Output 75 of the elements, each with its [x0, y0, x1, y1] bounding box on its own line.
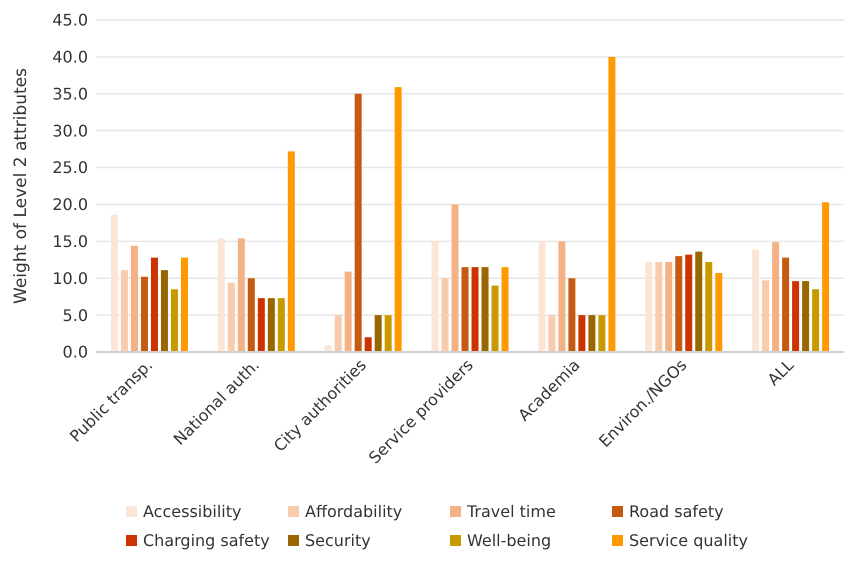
legend-label: Travel time: [467, 502, 556, 521]
legend-label: Accessibility: [143, 502, 242, 521]
bar: [538, 241, 546, 352]
bar: [140, 276, 148, 352]
bar: [608, 56, 616, 352]
bar: [374, 315, 382, 352]
bar: [288, 151, 295, 352]
bar: [715, 273, 722, 352]
y-tick-label: 15.0: [52, 232, 88, 252]
bar: [665, 262, 672, 352]
bar: [695, 252, 702, 352]
bar: [548, 315, 556, 352]
bar: [598, 315, 606, 352]
bar: [822, 202, 830, 352]
bar: [705, 262, 712, 352]
y-tick-label: 5.0: [62, 306, 88, 325]
bar: [588, 315, 596, 352]
bar: [792, 281, 800, 352]
bar: [685, 254, 692, 352]
y-tick-label: 30.0: [52, 121, 88, 140]
bar: [452, 204, 459, 352]
y-tick-label: 40.0: [52, 48, 88, 67]
legend-label: Affordability: [305, 502, 402, 521]
bar: [502, 267, 509, 352]
bar: [812, 289, 820, 352]
y-tick-label: 10.0: [52, 268, 88, 288]
bar: [228, 282, 235, 352]
y-tick-label: 35.0: [52, 84, 88, 104]
bar: [130, 246, 138, 352]
bar: [752, 249, 760, 352]
bar: [492, 286, 499, 352]
bar: [802, 281, 810, 352]
bar: [442, 278, 449, 352]
bar: [578, 315, 586, 352]
bar: [558, 241, 566, 352]
legend-label: Charging safety: [143, 531, 270, 550]
bar: [268, 298, 275, 352]
bar: [258, 298, 265, 352]
legend-label: Well-being: [467, 531, 552, 550]
bar: [568, 278, 576, 352]
bar: [248, 278, 255, 352]
bar: [645, 262, 652, 352]
bar: [180, 258, 188, 352]
y-tick-label: 45.0: [52, 10, 88, 30]
y-tick-label: 25.0: [52, 158, 88, 178]
bar: [384, 315, 392, 352]
bar: [238, 238, 245, 352]
bar: [482, 267, 489, 352]
bar: [110, 214, 118, 352]
bar: [394, 87, 402, 352]
bar: [655, 262, 662, 352]
y-axis-title: Weight of Level 2 attributes: [11, 68, 32, 304]
bar: [150, 258, 158, 352]
bar: [218, 238, 225, 352]
legend-label: Security: [305, 531, 371, 550]
legend-label: Road safety: [629, 502, 724, 521]
bar: [782, 258, 790, 352]
bar: [354, 94, 362, 352]
bar: [160, 270, 168, 352]
bar: [462, 267, 469, 352]
legend-label: Service quality: [629, 531, 748, 550]
y-tick-label: 0.0: [62, 342, 88, 362]
bar: [364, 337, 372, 352]
bar: [772, 242, 780, 352]
bar: [344, 272, 352, 352]
bar: [762, 280, 770, 352]
bar: [675, 256, 682, 352]
x-tick-label: ALL: [764, 355, 798, 390]
bar: [278, 298, 285, 352]
bar: [120, 270, 128, 352]
bar: [432, 241, 439, 352]
bar: [334, 315, 342, 352]
y-tick-label: 20.0: [52, 195, 88, 214]
bar: [472, 267, 479, 352]
bar: [170, 289, 178, 352]
